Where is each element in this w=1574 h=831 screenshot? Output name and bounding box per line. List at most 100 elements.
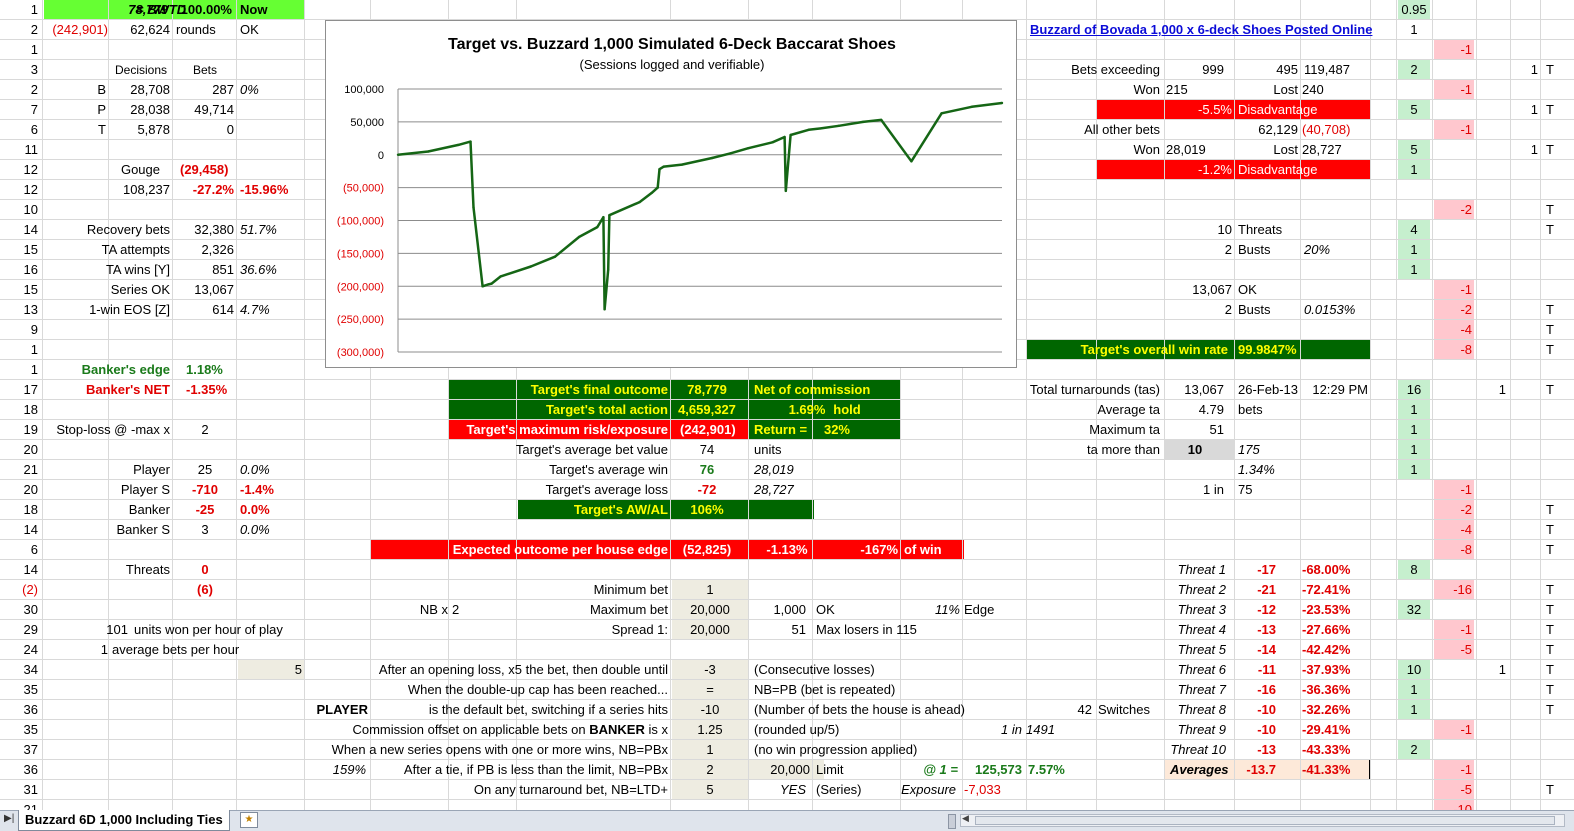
cell[interactable]: -16	[1257, 682, 1276, 697]
cell[interactable]: 28,727	[754, 482, 794, 497]
cell[interactable]: 13,067	[1184, 382, 1224, 397]
cell[interactable]: 2	[1224, 302, 1232, 317]
cell[interactable]: -5	[1460, 642, 1472, 657]
cell[interactable]: 101	[106, 622, 128, 637]
cell[interactable]: -10	[1453, 802, 1472, 810]
cell[interactable]: rounds	[176, 22, 216, 37]
cell[interactable]: 12:29 PM	[1312, 382, 1368, 397]
cell[interactable]: Won	[1133, 82, 1161, 97]
cell[interactable]: 10	[1406, 662, 1422, 677]
cell[interactable]: (52,825)	[682, 542, 732, 557]
cell[interactable]: 159%	[332, 762, 366, 777]
cell[interactable]: 5	[706, 782, 714, 797]
cell[interactable]: Target's final outcome	[530, 382, 668, 397]
cell[interactable]: -12	[1257, 602, 1276, 617]
cell[interactable]: 1	[1410, 402, 1418, 417]
cell[interactable]: -36.36%	[1302, 682, 1351, 697]
cell[interactable]: bets	[1238, 402, 1263, 417]
cell[interactable]: 1	[1410, 422, 1418, 437]
cell[interactable]: 1	[30, 42, 38, 57]
cell[interactable]: 1491	[1026, 722, 1055, 737]
cell[interactable]: 10	[1217, 222, 1232, 237]
cell[interactable]: Won	[1133, 142, 1161, 157]
cell[interactable]: -10	[700, 702, 720, 717]
cell[interactable]: 5	[1410, 102, 1418, 117]
cell[interactable]: T	[1546, 522, 1554, 537]
cell[interactable]: Lost	[1273, 82, 1298, 97]
cell[interactable]: 0.0153%	[1304, 302, 1356, 317]
cell[interactable]: Exposure	[901, 782, 956, 797]
cell[interactable]: -37.93%	[1302, 662, 1351, 677]
cell[interactable]: 5	[294, 662, 302, 677]
cell[interactable]: -14	[1257, 642, 1276, 657]
cell[interactable]: Player S	[120, 482, 170, 497]
cell[interactable]: ta more than	[1087, 442, 1160, 457]
cell[interactable]: 15	[23, 282, 38, 297]
cell[interactable]: 2	[201, 422, 209, 437]
cell[interactable]: NB=PB (bet is repeated)	[754, 682, 896, 697]
cell[interactable]: 2	[30, 82, 38, 97]
cell[interactable]: Threat 9	[1177, 722, 1226, 737]
cell[interactable]: 49,714	[194, 102, 234, 117]
cell[interactable]: 6	[30, 122, 38, 137]
cell[interactable]: 13,067	[194, 282, 234, 297]
cell[interactable]: 1-win EOS [Z]	[89, 302, 170, 317]
cell[interactable]: -10	[1257, 702, 1276, 717]
cell[interactable]: YES	[779, 782, 806, 797]
cell[interactable]: 51.7%	[240, 222, 277, 237]
cell[interactable]: T	[1546, 602, 1554, 617]
cell[interactable]: Switches	[1098, 702, 1151, 717]
cell[interactable]: 2	[706, 762, 714, 777]
cell[interactable]: 78,779	[128, 2, 168, 17]
cell[interactable]: 5,878	[137, 122, 170, 137]
cell[interactable]: Max losers in 115	[816, 622, 917, 637]
cell[interactable]: -1.13%	[766, 542, 808, 557]
split-handle[interactable]	[948, 814, 956, 829]
cell[interactable]: 18	[23, 402, 38, 417]
cell[interactable]: Target's maximum risk/exposure	[466, 422, 668, 437]
cell[interactable]: -29.41%	[1302, 722, 1351, 737]
cell[interactable]: 7	[30, 102, 38, 117]
cell[interactable]: Decisions	[114, 63, 168, 77]
cell[interactable]: Total turnarounds (tas)	[1029, 382, 1160, 397]
cell[interactable]: -68.00%	[1302, 562, 1351, 577]
cell[interactable]: 1	[1530, 142, 1538, 157]
cell[interactable]: 1	[1410, 162, 1418, 177]
cell[interactable]: -2	[1460, 502, 1472, 517]
cell[interactable]: 1	[706, 742, 714, 757]
cell[interactable]: -1	[1460, 42, 1472, 57]
cell[interactable]: Target's overall win rate	[1080, 342, 1228, 357]
cell[interactable]: 8	[1410, 562, 1418, 577]
cell[interactable]: 62,624	[130, 22, 170, 37]
cell[interactable]: 62,129	[1258, 122, 1298, 137]
cell[interactable]: 75	[1238, 482, 1253, 497]
cell[interactable]: -1.35%	[186, 382, 228, 397]
cell[interactable]: -13	[1257, 622, 1276, 637]
cell[interactable]: T	[1546, 542, 1554, 557]
cell[interactable]: T	[1546, 702, 1554, 717]
cell[interactable]: Spread 1:	[611, 622, 668, 637]
cell[interactable]: Target's average loss	[545, 482, 668, 497]
cell[interactable]: 32,380	[194, 222, 234, 237]
cell[interactable]: T	[1546, 302, 1554, 317]
cell[interactable]: -1	[1460, 482, 1472, 497]
cell[interactable]: 20	[23, 442, 38, 457]
cell[interactable]: 1	[30, 2, 38, 17]
cell[interactable]: Banker	[128, 502, 170, 517]
cell[interactable]: (Consecutive losses)	[754, 662, 875, 677]
cell[interactable]: 31	[23, 782, 38, 797]
cell[interactable]: units	[754, 442, 782, 457]
cell[interactable]: 28,708	[130, 82, 170, 97]
cell[interactable]: OK	[816, 602, 835, 617]
cell[interactable]: 28,727	[1302, 142, 1342, 157]
cell[interactable]: Disadvantage	[1238, 102, 1318, 117]
cell[interactable]: After a tie, if PB is less than the limi…	[403, 762, 668, 777]
cell[interactable]: 106%	[690, 502, 724, 517]
cell[interactable]: -1	[1460, 82, 1472, 97]
cell[interactable]: -1.2%	[1198, 162, 1232, 177]
line-chart[interactable]: Target vs. Buzzard 1,000 Simulated 6-Dec…	[325, 20, 1017, 368]
cell[interactable]: 1.69%	[788, 402, 826, 417]
cell[interactable]: -1	[1460, 762, 1472, 777]
cell[interactable]: Lost	[1273, 142, 1298, 157]
cell[interactable]: 21	[23, 462, 38, 477]
